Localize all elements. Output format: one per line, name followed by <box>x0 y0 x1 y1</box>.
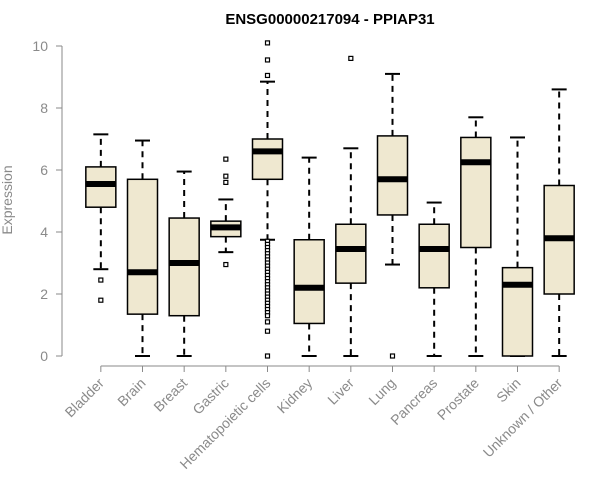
x-tick-label: Brain <box>114 375 148 409</box>
box-group <box>460 116 492 357</box>
outlier-point <box>98 277 104 283</box>
outlier-point <box>264 328 271 334</box>
outlier-point <box>264 313 271 319</box>
outlier-point <box>389 353 396 359</box>
outlier-point <box>264 319 271 325</box>
x-tick-label: Kidney <box>274 375 316 417</box>
x-tick-label: Liver <box>324 375 357 408</box>
outlier-point <box>348 55 354 62</box>
outlier-point <box>264 57 271 63</box>
outlier-point <box>223 261 229 268</box>
box-iqr <box>335 223 367 284</box>
boxes <box>85 40 575 359</box>
x-tick-label: Lung <box>365 375 398 408</box>
box-group <box>168 170 200 357</box>
box-iqr <box>460 136 492 249</box>
box-group <box>418 201 450 357</box>
box-iqr <box>168 217 200 317</box>
outlier-point <box>264 353 271 359</box>
box-iqr <box>376 135 409 216</box>
x-tick-label: Prostate <box>434 375 482 423</box>
box-group <box>210 156 242 268</box>
box-iqr <box>126 178 159 315</box>
outlier-point <box>264 72 271 79</box>
outlier-point <box>98 297 104 303</box>
y-tick-label: 4 <box>40 224 48 240</box>
y-tick-label: 10 <box>32 38 48 54</box>
box-group <box>376 72 409 359</box>
y-tick-label: 2 <box>40 286 48 302</box>
y-tick-label: 0 <box>40 348 48 364</box>
box-group <box>85 133 117 303</box>
box-iqr <box>293 239 325 325</box>
outlier-point <box>223 179 229 185</box>
x-tick-label: Bladder <box>62 375 108 421</box>
box-iqr <box>501 266 534 357</box>
box-iqr <box>85 166 117 208</box>
outlier-point <box>223 156 229 162</box>
y-axis-label: Expression <box>0 165 15 234</box>
chart-title: ENSG00000217094 - PPIAP31 <box>225 11 434 28</box>
box-group <box>543 88 575 357</box>
outlier-point <box>264 40 271 46</box>
box-group <box>251 40 284 359</box>
x-tick-label: Skin <box>493 375 524 406</box>
box-iqr <box>251 138 284 181</box>
y-tick-label: 6 <box>40 162 48 178</box>
box-iqr <box>418 223 450 289</box>
box-group <box>501 136 534 357</box>
box-group <box>335 55 367 357</box>
y-tick-label: 8 <box>40 100 48 116</box>
x-tick-label: Unknown / Other <box>480 375 566 461</box>
x-tick-label: Breast <box>150 375 190 415</box>
box-group <box>126 139 159 357</box>
box-group <box>293 156 325 357</box>
outlier-point <box>223 173 229 179</box>
